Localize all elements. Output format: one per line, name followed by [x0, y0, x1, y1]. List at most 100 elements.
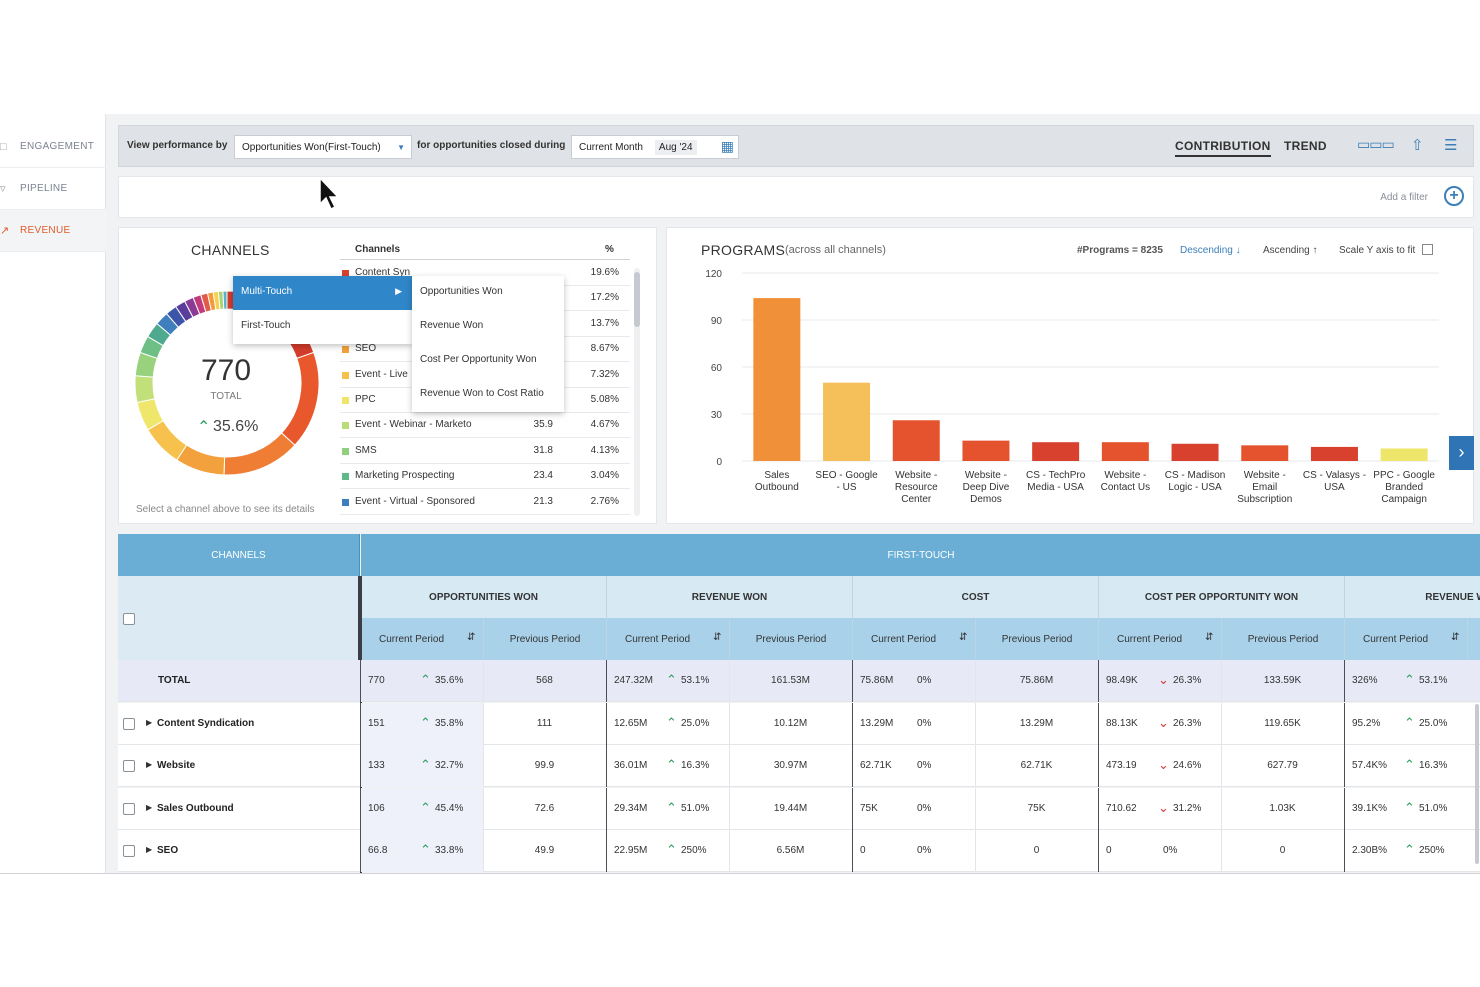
add-filter-label[interactable]: Add a filter — [1380, 192, 1428, 203]
performance-table: CHANNELS FIRST-TOUCH OPPORTUNITIES WON Curr… — [118, 534, 1480, 873]
bar[interactable] — [962, 440, 1010, 461]
submenu-item-opportunities-won[interactable]: Opportunities Won — [412, 276, 564, 310]
row-checkbox[interactable] — [123, 845, 135, 857]
sidebar-item-revenue[interactable]: ↗ REVENUE — [0, 210, 106, 252]
arrow-up-icon: ↑ — [1312, 245, 1318, 256]
bar[interactable] — [1241, 445, 1289, 461]
x-tick-label: CS - Valasys -USA — [1303, 470, 1366, 493]
channel-row[interactable]: Event - Webinar - Marketo 35.9 4.67% — [340, 413, 630, 439]
cell-value: 30.97M — [773, 760, 808, 771]
bar[interactable] — [892, 420, 940, 461]
sort-arrows-icon[interactable]: ⇵ — [467, 632, 476, 643]
sort-arrows-icon[interactable]: ⇵ — [959, 632, 968, 643]
expand-caret-icon[interactable]: ▶ — [146, 845, 153, 854]
sidebar-item-pipeline[interactable]: ▿ PIPELINE — [0, 168, 106, 210]
table-row[interactable] — [118, 702, 1480, 745]
bar[interactable] — [753, 298, 801, 461]
tab-contribution[interactable]: CONTRIBUTION — [1175, 139, 1271, 157]
submenu-item-cost-per-opportunity-won[interactable]: Cost Per Opportunity Won — [412, 344, 564, 378]
sidebar-item-engagement[interactable]: □ ENGAGEMENT — [0, 126, 106, 168]
cell-value: 49.9 — [534, 845, 555, 856]
expand-caret-icon[interactable]: ▶ — [146, 802, 153, 812]
table-scrollbar[interactable] — [1475, 704, 1479, 864]
row-checkbox[interactable] — [123, 760, 135, 772]
submenu-item-revenue-won-to-cost-ratio[interactable]: Revenue Won to Cost Ratio — [412, 378, 564, 412]
current-period-header[interactable]: Current Period — [1098, 618, 1221, 660]
expand-caret-icon[interactable]: ▶ — [146, 760, 153, 769]
row-checkbox[interactable] — [123, 717, 135, 730]
table-row[interactable] — [118, 745, 1480, 787]
sort-arrows-icon[interactable]: ⇵ — [1451, 632, 1460, 643]
columns-icon[interactable]: ▭▭▭ — [1357, 136, 1395, 152]
cell-value: 106 — [368, 802, 385, 814]
programs-title: PROGRAMS — [701, 242, 786, 258]
scale-y-checkbox[interactable] — [1422, 244, 1433, 255]
sort-descending[interactable]: Descending ↓ — [1180, 245, 1241, 256]
cell-value: 66.8 — [368, 845, 388, 856]
cell-change: 16.3% — [1419, 760, 1448, 771]
expand-caret-icon[interactable]: ▶ — [146, 717, 153, 727]
channel-name: Marketing Prospecting — [355, 470, 455, 482]
channel-pct: 5.08% — [590, 394, 619, 405]
y-tick-label: 120 — [705, 269, 722, 280]
bar[interactable] — [1171, 443, 1219, 461]
channel-row[interactable]: Marketing Prospecting 23.4 3.04% — [340, 464, 630, 490]
cell-change: 33.8% — [435, 845, 464, 856]
select-all-checkbox[interactable] — [123, 613, 135, 625]
chevron-up-icon: ⌃ — [420, 799, 431, 815]
menu-item-label: Cost Per Opportunity Won — [420, 354, 537, 365]
current-period-header[interactable]: Current Period — [360, 618, 483, 660]
bar[interactable] — [1032, 442, 1080, 461]
menu-item-first-touch[interactable]: First-Touch — [233, 310, 412, 344]
table-row[interactable] — [118, 787, 1480, 830]
channels-scrollbar[interactable] — [634, 268, 640, 516]
sort-arrows-icon[interactable]: ⇵ — [713, 632, 722, 643]
settings-sliders-icon[interactable]: ☰ — [1444, 137, 1458, 154]
donut-slice[interactable] — [223, 432, 296, 476]
table-row[interactable] — [118, 830, 1480, 872]
channels-title: CHANNELS — [191, 242, 270, 258]
chevron-up-icon: ⌃ — [666, 714, 677, 730]
chart-next-button[interactable]: › — [1449, 436, 1474, 470]
sort-arrows-icon[interactable]: ⇵ — [1205, 632, 1214, 643]
channels-subheader — [118, 576, 360, 660]
table-cell — [1098, 745, 1221, 787]
menu-item-multi-touch[interactable]: Multi-Touch ▶ — [233, 276, 412, 310]
scrollbar-thumb[interactable] — [634, 272, 640, 327]
channel-name: PPC — [355, 394, 376, 405]
donut-slice[interactable] — [280, 351, 320, 446]
donut-slice[interactable] — [222, 290, 228, 310]
cell-value: 75.86M — [860, 675, 894, 686]
row-checkbox[interactable] — [123, 802, 135, 815]
bar[interactable] — [1380, 448, 1428, 461]
table-cell — [483, 787, 606, 830]
table-cell — [729, 830, 852, 872]
current-period-header[interactable]: Current Period — [852, 618, 975, 660]
table-cell — [852, 830, 975, 872]
bar[interactable] — [823, 382, 871, 461]
donut-slice[interactable] — [134, 375, 156, 404]
channel-row[interactable]: Event - Virtual - Sponsored 21.3 2.76% — [340, 490, 630, 515]
metric-select[interactable]: Opportunities Won(First-Touch) ▼ — [234, 135, 412, 159]
row-name: SEO — [157, 845, 179, 856]
bar[interactable] — [1310, 446, 1358, 461]
col-pct: % — [605, 244, 614, 255]
table-cell — [852, 702, 975, 745]
tab-trend[interactable]: TREND — [1284, 139, 1327, 153]
share-icon[interactable]: ⇧ — [1411, 137, 1424, 154]
total-row[interactable] — [118, 660, 1480, 702]
submenu-item-revenue-won[interactable]: Revenue Won — [412, 310, 564, 344]
period-select[interactable]: Current Month Aug '24 ▦ — [571, 135, 739, 159]
sort-ascending[interactable]: Ascending ↑ — [1263, 245, 1317, 256]
bar[interactable] — [1101, 442, 1149, 461]
channel-row[interactable]: SMS 31.8 4.13% — [340, 439, 630, 464]
add-filter-icon[interactable]: + — [1444, 186, 1464, 206]
current-period-header[interactable]: Current Period — [1344, 618, 1467, 660]
table-cell — [1221, 787, 1344, 830]
chevron-up-icon: ⌃ — [420, 672, 431, 687]
sidebar: □ ENGAGEMENT ▿ PIPELINE ↗ REVENUE — [0, 114, 106, 873]
calendar-icon[interactable]: ▦ — [720, 138, 734, 154]
current-period-header[interactable]: Current Period — [606, 618, 729, 660]
channel-color-swatch — [342, 397, 349, 404]
table-cell — [1221, 745, 1344, 787]
